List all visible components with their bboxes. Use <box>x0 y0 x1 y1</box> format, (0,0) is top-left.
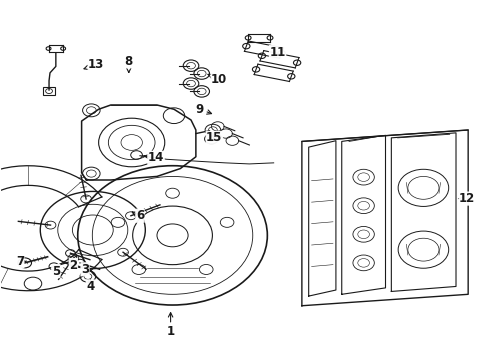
Text: 5: 5 <box>52 265 60 278</box>
Text: 6: 6 <box>132 209 144 222</box>
Bar <box>42 87 55 95</box>
Text: 15: 15 <box>206 131 222 144</box>
Text: 4: 4 <box>86 279 94 293</box>
Text: 13: 13 <box>84 58 104 72</box>
Text: 9: 9 <box>195 103 211 116</box>
Text: 2: 2 <box>69 255 77 271</box>
Text: 12: 12 <box>458 192 474 205</box>
Text: 3: 3 <box>81 262 89 276</box>
Text: 14: 14 <box>144 151 164 165</box>
Text: 1: 1 <box>166 312 174 338</box>
Text: 8: 8 <box>124 55 133 72</box>
Text: 10: 10 <box>207 73 227 86</box>
Text: 11: 11 <box>269 46 285 59</box>
Text: 7: 7 <box>16 255 25 268</box>
